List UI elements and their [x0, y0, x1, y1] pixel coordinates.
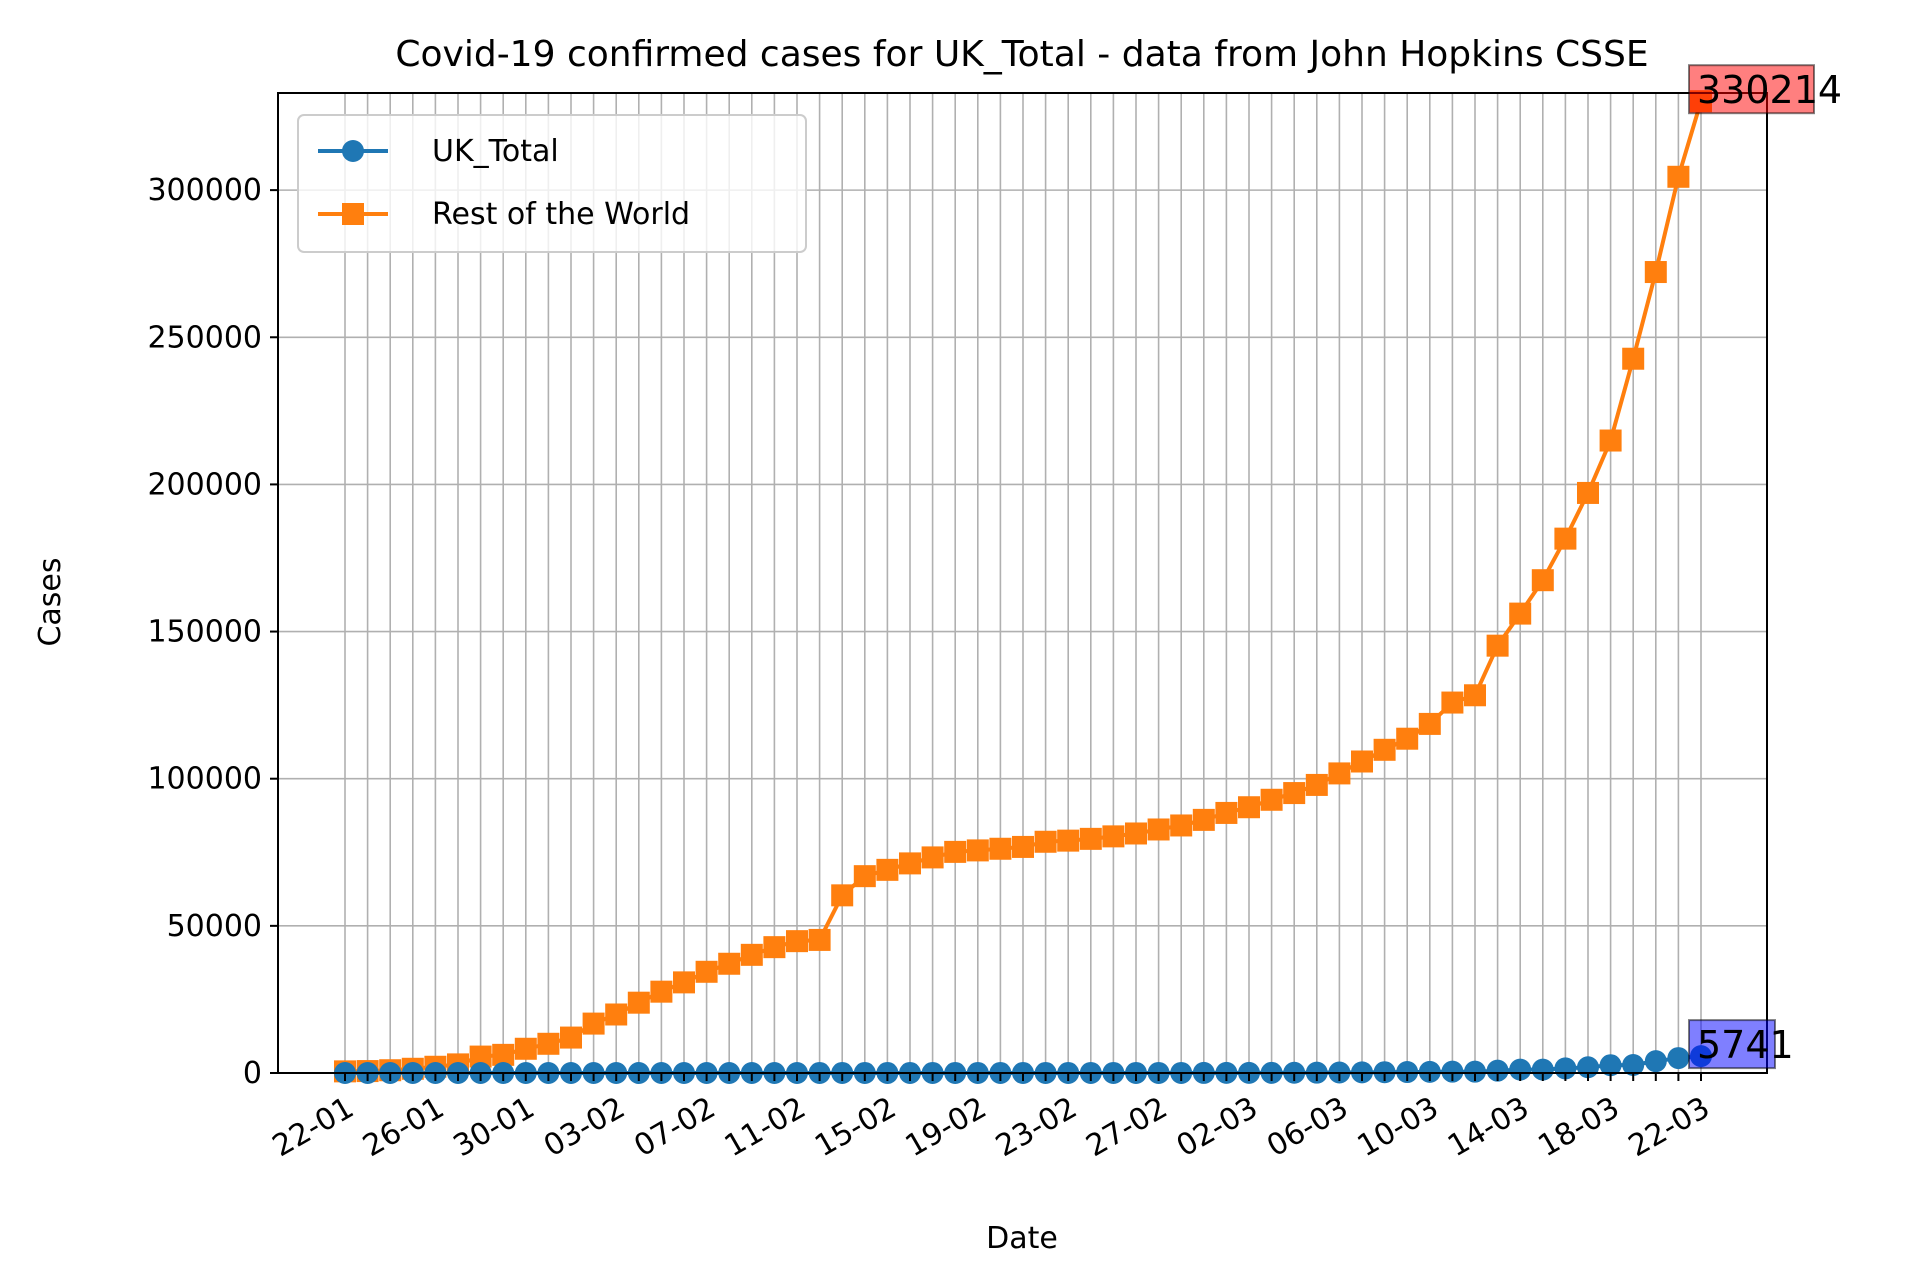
y-tick-label: 50000 [167, 909, 262, 944]
data-point-uk-total [1441, 1060, 1464, 1083]
legend-label-rest-of-world: Rest of the World [432, 197, 690, 232]
data-point-rest-of-world [1373, 738, 1396, 761]
data-point-uk-total [1531, 1058, 1554, 1081]
data-point-rest-of-world [944, 840, 967, 863]
annotation-label-uk-total: 5741 [1697, 1023, 1794, 1067]
data-point-rest-of-world [1328, 762, 1351, 785]
data-point-rest-of-world [786, 930, 808, 953]
data-point-rest-of-world [1125, 822, 1147, 845]
data-point-rest-of-world [1396, 727, 1419, 750]
data-point-rest-of-world [650, 980, 673, 1003]
data-point-rest-of-world [740, 943, 763, 966]
data-point-rest-of-world [1644, 261, 1667, 284]
data-point-rest-of-world [831, 884, 854, 907]
data-point-rest-of-world [1034, 830, 1057, 853]
data-point-rest-of-world [695, 960, 718, 983]
data-point-rest-of-world [1554, 527, 1577, 550]
y-tick-label: 150000 [147, 615, 262, 650]
annotation-box-rest-of-world [1688, 64, 1815, 115]
data-point-rest-of-world [876, 858, 899, 881]
data-point-rest-of-world [514, 1037, 537, 1060]
data-point-rest-of-world [1531, 569, 1554, 592]
annotation-label-rest-of-world: 330214 [1697, 68, 1842, 112]
data-point-rest-of-world [1079, 827, 1102, 850]
data-point-rest-of-world [808, 928, 831, 951]
data-point-rest-of-world [1102, 825, 1125, 848]
data-point-rest-of-world [605, 1003, 628, 1026]
x-axis-label: Date [986, 1221, 1058, 1256]
data-point-rest-of-world [1599, 429, 1622, 452]
data-point-rest-of-world [1577, 481, 1599, 504]
legend-label-uk-total: UK_Total [432, 134, 559, 169]
data-point-rest-of-world [853, 865, 876, 888]
data-point-uk-total [1599, 1054, 1622, 1077]
data-point-rest-of-world [582, 1012, 605, 1035]
chart-title: Covid-19 confirmed cases for UK_Total - … [395, 34, 1648, 75]
annotation-box-uk-total [1688, 1019, 1776, 1070]
legend: UK_Total Rest of the World [297, 114, 807, 253]
data-point-rest-of-world [1441, 691, 1464, 714]
data-point-rest-of-world [1260, 788, 1283, 811]
y-tick-label: 300000 [147, 173, 262, 208]
data-point-rest-of-world [1509, 602, 1532, 625]
data-point-rest-of-world [673, 971, 695, 994]
y-axis: 0 50000 100000 150000 200000 250000 300000 [147, 173, 278, 1091]
data-point-rest-of-world [1057, 829, 1080, 852]
data-point-rest-of-world [537, 1032, 560, 1055]
data-point-uk-total [1509, 1058, 1532, 1081]
y-tick-label: 250000 [147, 320, 262, 355]
data-point-rest-of-world [1283, 782, 1306, 805]
data-point-rest-of-world [1667, 165, 1690, 188]
data-point-rest-of-world [718, 952, 741, 975]
data-point-rest-of-world [1351, 750, 1373, 773]
data-point-uk-total [1464, 1060, 1486, 1083]
data-point-rest-of-world [492, 1043, 515, 1066]
data-point-rest-of-world [627, 991, 650, 1014]
data-point-rest-of-world [921, 846, 944, 869]
y-tick-label: 200000 [147, 467, 262, 502]
data-point-rest-of-world [1486, 634, 1509, 657]
legend-marker-rest-of-world [342, 203, 364, 225]
data-point-rest-of-world [966, 839, 989, 862]
data-point-uk-total [1667, 1047, 1690, 1070]
data-point-rest-of-world [1192, 808, 1215, 831]
data-point-uk-total [1644, 1050, 1667, 1073]
data-point-rest-of-world [989, 837, 1012, 860]
end-value-annotations: 330214 5741 [1688, 64, 1842, 1070]
data-point-rest-of-world [899, 852, 921, 875]
data-point-rest-of-world [1170, 814, 1193, 837]
data-point-rest-of-world [469, 1045, 492, 1068]
data-point-rest-of-world [1622, 347, 1645, 370]
data-point-uk-total [1486, 1059, 1509, 1082]
data-point-rest-of-world [1305, 773, 1328, 796]
data-point-rest-of-world [1464, 684, 1486, 707]
legend-box [297, 114, 807, 253]
y-axis-label: Cases [33, 557, 68, 646]
y-tick-label: 0 [243, 1056, 262, 1091]
data-point-rest-of-world [763, 936, 786, 959]
data-point-rest-of-world [1012, 835, 1034, 858]
legend-marker-uk-total [342, 140, 364, 162]
data-point-rest-of-world [1238, 796, 1260, 819]
data-point-rest-of-world [560, 1026, 582, 1049]
data-point-rest-of-world [1215, 801, 1238, 824]
data-point-rest-of-world [1418, 712, 1441, 735]
data-point-uk-total [1622, 1054, 1645, 1077]
data-point-uk-total [1418, 1060, 1441, 1083]
data-point-rest-of-world [1147, 818, 1170, 841]
y-tick-label: 100000 [147, 762, 262, 797]
